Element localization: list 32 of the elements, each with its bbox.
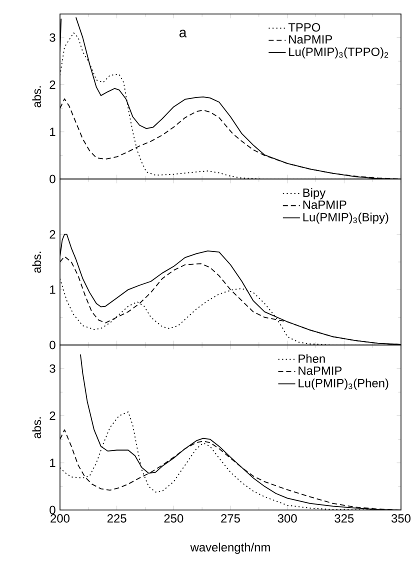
x-tick-label: 200 (50, 514, 70, 523)
legend-label: NaPMIP (298, 366, 342, 375)
y-axis-title: abs. (32, 86, 42, 108)
y-tick-label: 0 (50, 506, 56, 514)
y-tick-label: 1 (50, 286, 56, 294)
y-tick-label: 2 (50, 412, 56, 420)
y-axis-title: abs. (32, 252, 42, 273)
x-tick-label: 300 (278, 514, 297, 523)
y-tick-label: 3 (50, 33, 56, 42)
y-tick-label: 0 (50, 340, 56, 350)
y-tick-label: 2 (50, 80, 56, 89)
y-axis-title: abs. (32, 417, 42, 438)
y-tick-label: 3 (50, 364, 56, 373)
x-tick-label: 275 (221, 514, 240, 523)
legend-label: NaPMIP (303, 200, 346, 209)
x-tick-label: 225 (107, 514, 126, 523)
legend-label: Bipy (303, 188, 326, 200)
legend-label: Lu(PMIP)$_{3}$(Bipy) (303, 212, 388, 224)
y-tick-label: 2 (50, 230, 56, 239)
x-tick-label: 250 (164, 514, 184, 523)
y-tick-label: 1 (50, 128, 56, 136)
x-tick-label: 350 (391, 514, 411, 523)
y-tick-label: 0 (50, 174, 56, 184)
legend-label: Lu(PMIP)$_{3}$(TPPO)$_{2}$ (289, 47, 388, 58)
legend-label: Phen (298, 354, 325, 363)
legend-label: NaPMIP (289, 35, 332, 44)
annotation: a (179, 30, 187, 38)
legend-label: Lu(PMIP)$_{3}$(Phen) (298, 378, 388, 390)
y-tick-label: 1 (50, 458, 56, 467)
legend-label: TPPO (288, 23, 320, 32)
x-axis-title: wavelength/nm (190, 542, 270, 554)
x-tick-label: 325 (334, 514, 354, 523)
